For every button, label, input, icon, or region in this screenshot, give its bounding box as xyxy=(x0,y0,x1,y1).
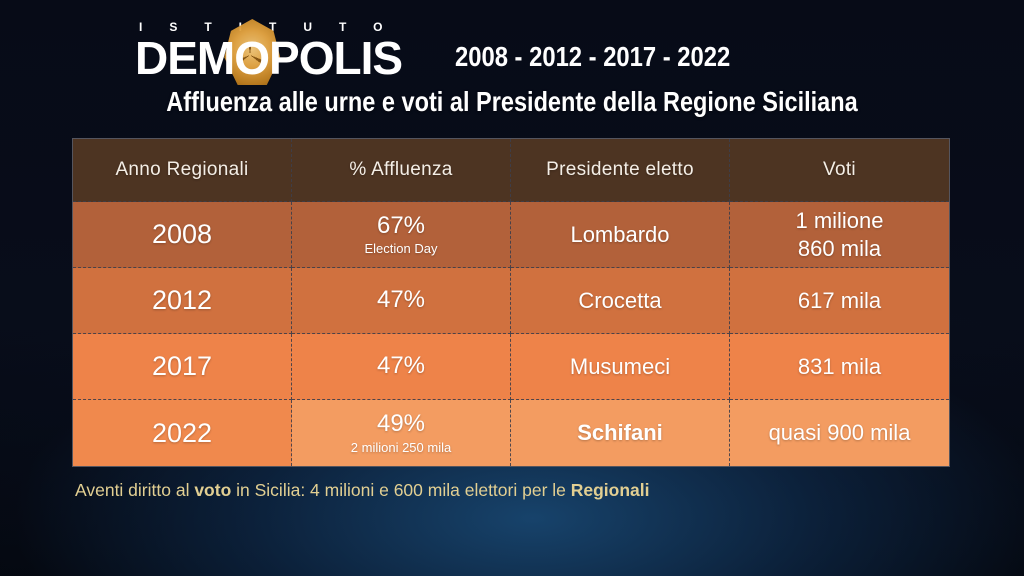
affluenza-cell-2008: 67% Election Day xyxy=(292,202,511,268)
voti-line1: 617 mila xyxy=(797,287,882,313)
president-cell-2012: Crocetta xyxy=(511,268,730,334)
footnote-bold-voto: voto xyxy=(194,480,232,500)
results-table: Anno Regionali % Affluenza Presidente el… xyxy=(72,138,950,467)
president-name: Musumeci xyxy=(569,353,671,379)
column-header-presidente: Presidente eletto xyxy=(511,139,730,202)
voti-line2: 860 mila xyxy=(797,235,882,261)
year-cell-2022: 2022 xyxy=(73,400,292,466)
voti-line1: quasi 900 mila xyxy=(768,420,911,446)
footnote: Aventi diritto al voto in Sicilia: 4 mil… xyxy=(75,480,650,501)
affluenza-note: Election Day xyxy=(364,241,438,257)
footnote-part1: Aventi diritto al xyxy=(75,480,195,500)
affluenza-note: 2 milioni 250 mila xyxy=(350,439,452,455)
president-name: Crocetta xyxy=(578,287,662,313)
column-header-voti: Voti xyxy=(730,139,949,202)
brand-name-o: O xyxy=(234,32,270,84)
affluenza-value: 47% xyxy=(376,286,426,314)
demopolis-logo: ISTITUTO DEM OPOLIS xyxy=(135,19,435,85)
president-name: Schifani xyxy=(577,420,663,445)
affluenza-cell-2017: 47% xyxy=(292,334,511,400)
years-label: 2008 - 2012 - 2017 - 2022 xyxy=(455,41,731,72)
affluenza-value: 47% xyxy=(376,352,426,380)
voti-cell-2022: quasi 900 mila xyxy=(730,400,949,466)
voti-line1: 831 mila xyxy=(797,353,882,379)
year-value: 2022 xyxy=(151,417,213,448)
column-header-affluenza: % Affluenza xyxy=(292,139,511,202)
president-cell-2008: Lombardo xyxy=(511,202,730,268)
year-cell-2012: 2012 xyxy=(73,268,292,334)
voti-cell-2008: 1 milione 860 mila xyxy=(730,202,949,268)
voti-cell-2012: 617 mila xyxy=(730,268,949,334)
year-value: 2008 xyxy=(151,219,213,249)
column-header-anno: Anno Regionali xyxy=(73,139,292,202)
brand-name: DEM OPOLIS xyxy=(135,19,435,85)
affluenza-cell-2012: 47% xyxy=(292,268,511,334)
year-cell-2017: 2017 xyxy=(73,334,292,400)
year-cell-2008: 2008 xyxy=(73,202,292,268)
footnote-part2: in Sicilia: 4 milioni e 600 mila elettor… xyxy=(231,480,571,500)
year-value: 2012 xyxy=(151,285,213,315)
wheel-spokes-icon xyxy=(237,42,264,68)
voti-line1: 1 milione xyxy=(795,208,884,233)
brand-o-wrap: O xyxy=(224,19,281,85)
brand-name-post: POLIS xyxy=(269,32,403,84)
affluenza-value: 67% xyxy=(376,211,426,239)
affluenza-cell-2022: 49% 2 milioni 250 mila xyxy=(292,400,511,466)
page-title: Affluenza alle urne e voti al Presidente… xyxy=(166,86,858,117)
footnote-bold-regionali: Regionali xyxy=(570,480,650,500)
affluenza-value: 49% xyxy=(376,410,426,438)
president-cell-2022: Schifani xyxy=(511,400,730,466)
voti-cell-2017: 831 mila xyxy=(730,334,949,400)
president-name: Lombardo xyxy=(570,221,670,247)
year-value: 2017 xyxy=(151,351,213,381)
brand-name-pre: DEM xyxy=(135,32,235,84)
president-cell-2017: Musumeci xyxy=(511,334,730,400)
